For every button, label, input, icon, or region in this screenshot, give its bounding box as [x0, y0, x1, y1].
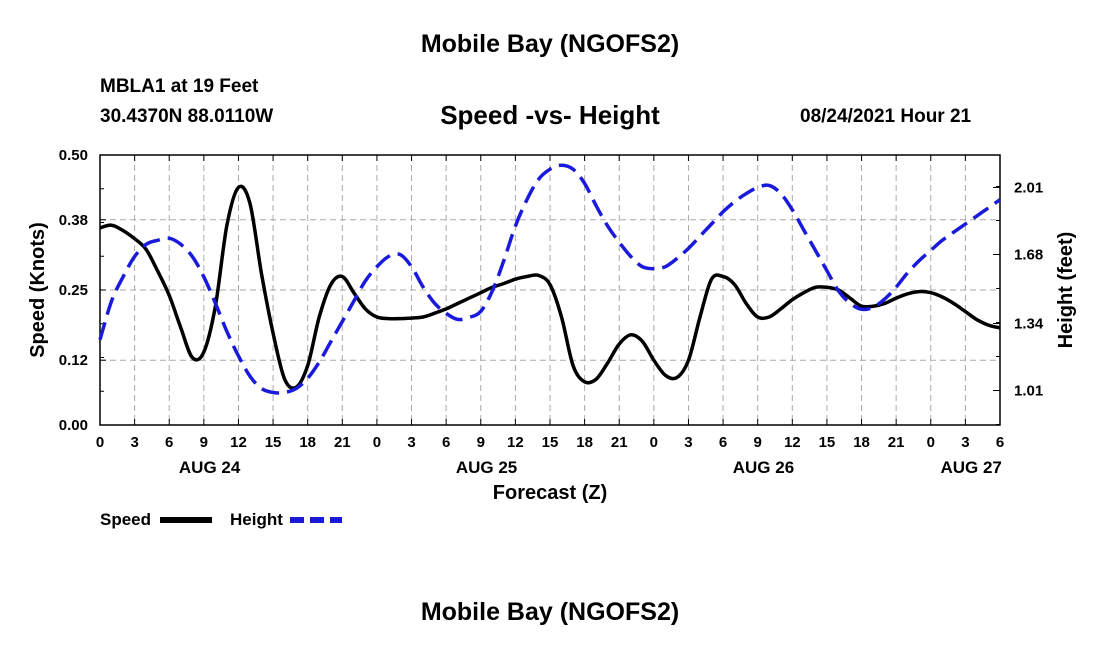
height-series-line [98, 163, 1001, 395]
station-label: MBLA1 at 19 Feet [100, 76, 259, 97]
x-axis-label: Forecast (Z) [493, 482, 607, 504]
x-tick-label: 12 [230, 434, 247, 451]
x-tick-label: 18 [576, 434, 593, 451]
chart-top-title: Mobile Bay (NGOFS2) [420, 30, 680, 58]
date-label: AUG 26 [733, 458, 794, 477]
x-tick-label: 6 [996, 434, 1004, 451]
x-tick-label: 12 [784, 434, 801, 451]
legend-height-label: Height [230, 510, 283, 529]
legend: Speed Height [100, 510, 342, 529]
x-tick-label: 6 [719, 434, 727, 451]
x-tick-label: 0 [927, 434, 935, 451]
x-tick-label: 6 [165, 434, 173, 451]
x-tick-label: 0 [373, 434, 381, 451]
x-tick-label: 15 [542, 434, 559, 451]
chart-bottom-title: Mobile Bay (NGOFS2) [420, 598, 680, 626]
x-tick-label: 9 [477, 434, 485, 451]
x-tick-label: 21 [611, 434, 628, 451]
x-tick-label: 9 [754, 434, 762, 451]
x-tick-label: 15 [265, 434, 282, 451]
y-right-tick-label: 1.68 [1014, 246, 1043, 263]
y-left-tick-label: 0.00 [59, 417, 88, 434]
x-tick-label: 0 [96, 434, 104, 451]
x-tick-label: 21 [334, 434, 351, 451]
x-tick-label: 6 [442, 434, 450, 451]
x-tick-label: 12 [507, 434, 524, 451]
chart-subtitle: Speed -vs- Height [440, 100, 660, 130]
y-axis-left-label: Speed (Knots) [27, 222, 49, 358]
series-lines [98, 163, 1001, 395]
date-label: AUG 24 [179, 458, 241, 477]
y-left-tick-label: 0.12 [59, 352, 88, 369]
y-right-tick-label: 1.01 [1014, 382, 1043, 399]
y-left-tick-label: 0.38 [59, 212, 88, 229]
x-tick-label: 3 [130, 434, 138, 451]
x-tick-label: 3 [407, 434, 415, 451]
x-tick-label: 21 [888, 434, 905, 451]
y-right-tick-label: 2.01 [1014, 179, 1043, 196]
x-tick-label: 18 [853, 434, 870, 451]
x-tick-label: 15 [819, 434, 836, 451]
y-axis-right-label: Height (feet) [1055, 232, 1077, 349]
x-tick-label: 18 [299, 434, 316, 451]
date-label: AUG 27 [940, 458, 1001, 477]
date-label: AUG 25 [456, 458, 517, 477]
axis-ticks: 0 3 6 9 12 15 18 21 0 3 6 9 12 15 18 21 0 3 6 9 12 15 18 21 0 3 6A… [59, 147, 1044, 477]
speed-series-line [99, 184, 1001, 390]
x-tick-label: 0 [650, 434, 658, 451]
station-coordinates: 30.4370N 88.0110W [100, 106, 274, 127]
y-left-tick-label: 0.50 [59, 147, 88, 164]
x-tick-label: 3 [961, 434, 969, 451]
y-right-tick-label: 1.34 [1014, 315, 1044, 332]
y-left-tick-label: 0.25 [59, 282, 88, 299]
forecast-timestamp: 08/24/2021 Hour 21 [800, 106, 972, 127]
legend-speed-label: Speed [100, 510, 151, 529]
x-tick-label: 3 [684, 434, 692, 451]
x-tick-label: 9 [200, 434, 208, 451]
grid-lines [100, 155, 1000, 425]
